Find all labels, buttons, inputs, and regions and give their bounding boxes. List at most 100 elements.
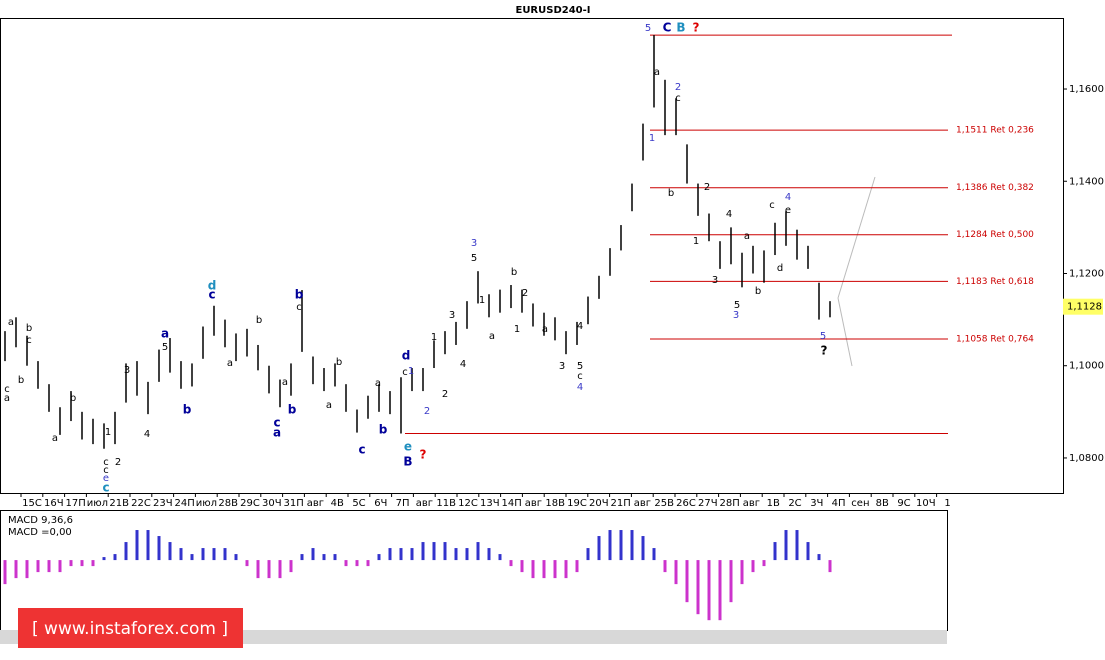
wave-label: b: [295, 288, 304, 302]
wave-label: b: [183, 403, 192, 417]
fib-label: 1,1183 Ret 0,618: [956, 277, 1034, 287]
x-tick-label: 14П: [501, 498, 521, 509]
wave-label: b: [256, 315, 262, 326]
wave-label: ?: [693, 21, 700, 35]
wave-label: e: [404, 440, 412, 454]
wave-label: a: [375, 378, 381, 389]
wave-label: a: [282, 377, 288, 388]
x-tick-label: 21П: [610, 498, 630, 509]
wave-label: c: [577, 371, 583, 382]
x-tick-label: авг: [743, 498, 760, 509]
wave-label: c: [675, 93, 681, 104]
y-tick-label: 1,1400: [1069, 176, 1104, 187]
wave-label: a: [4, 393, 10, 404]
wave-label: c: [402, 367, 408, 378]
fib-label: 1,1058 Ret 0,764: [956, 334, 1034, 344]
wave-label: C: [663, 21, 672, 35]
wave-label: a: [8, 317, 14, 328]
wave-label: b: [336, 357, 342, 368]
y-tick-label: 1,1600: [1069, 84, 1104, 95]
wave-label: d: [402, 349, 411, 363]
wave-label: e: [103, 473, 109, 484]
wave-label: 5: [471, 253, 477, 264]
wave-label: a: [273, 426, 281, 440]
wave-label: a: [654, 67, 660, 78]
wave-label: a: [227, 358, 233, 369]
x-tick-label: 3Ч: [810, 498, 823, 509]
wave-label: b: [18, 375, 24, 386]
x-tick-label: 20Ч: [589, 498, 609, 509]
x-tick-label: 5С: [352, 498, 365, 509]
wave-label: B: [676, 21, 685, 35]
wave-label: 3: [559, 361, 565, 372]
wave-label: c: [102, 481, 109, 495]
x-tick-label: 10Ч: [916, 498, 936, 509]
wave-label: b: [511, 267, 517, 278]
x-tick-label: 6Ч: [374, 498, 387, 509]
x-tick-label: авг: [416, 498, 433, 509]
trend-line: [837, 176, 876, 299]
x-tick-label: 1В: [767, 498, 780, 509]
wave-label: 1: [649, 133, 655, 144]
wave-label: 5: [645, 23, 651, 34]
x-tick-label: 13Ч: [480, 498, 500, 509]
wave-label: 2: [675, 82, 681, 93]
wave-label: 4: [460, 359, 466, 370]
x-tick-label: 29С: [240, 498, 260, 509]
x-tick-label: 19С: [567, 498, 587, 509]
wave-label: 5: [734, 300, 740, 311]
macd-value: MACD =0,00: [8, 527, 72, 538]
wave-label: c: [273, 416, 280, 430]
price-panel: [0, 18, 1064, 494]
wave-label: 1: [408, 366, 414, 377]
wave-label: 2: [115, 457, 121, 468]
wave-label: c: [358, 443, 365, 457]
y-tick-label: 1,1000: [1069, 361, 1104, 372]
wave-label: 5: [820, 331, 826, 342]
chart-title: EURUSD240-I: [515, 5, 590, 16]
wave-label: 2: [522, 288, 528, 299]
wave-label: 4: [785, 192, 791, 203]
wave-label: ?: [821, 344, 828, 358]
fib-label: 1,1511 Ret 0,236: [956, 126, 1034, 136]
x-tick-label: 8В: [876, 498, 889, 509]
fib-label: 1,1386 Ret 0,382: [956, 183, 1034, 193]
wave-label: c: [296, 302, 302, 313]
wave-label: c: [103, 465, 109, 476]
wave-label: b: [26, 323, 32, 334]
x-tick-label: 2С: [788, 498, 801, 509]
wave-label: 5: [577, 361, 583, 372]
x-tick-label: 30Ч: [262, 498, 282, 509]
watermark: [ www.instaforex.com ]: [32, 619, 228, 639]
wave-label: a: [161, 327, 169, 341]
macd-title: MACD 9,36,6: [8, 515, 73, 526]
wave-label: c: [208, 288, 215, 302]
x-tick-label: 12С: [458, 498, 478, 509]
x-tick-label: 17П: [65, 498, 85, 509]
wave-label: 2: [424, 406, 430, 417]
watermark-box: [18, 608, 243, 648]
wave-label: e: [785, 205, 791, 216]
x-tick-label: 21В: [109, 498, 129, 509]
x-tick-label: июл: [196, 498, 217, 509]
wave-label: 4: [144, 429, 150, 440]
wave-label: a: [542, 324, 548, 335]
wave-label: 3: [712, 275, 718, 286]
wave-label: c: [103, 457, 109, 468]
wave-label: b: [755, 286, 761, 297]
wave-label: a: [744, 231, 750, 242]
x-tick-label: 4П: [832, 498, 846, 509]
x-tick-label: 28П: [719, 498, 739, 509]
wave-label: a: [326, 400, 332, 411]
wave-label: a: [52, 433, 58, 444]
x-tick-label: 1: [944, 498, 950, 509]
x-tick-label: 9С: [897, 498, 910, 509]
wave-label: d: [777, 263, 783, 274]
wave-label: 4: [577, 321, 583, 332]
wave-label: 1: [105, 427, 111, 438]
x-tick-label: авг: [634, 498, 651, 509]
wave-label: 2: [442, 389, 448, 400]
wave-label: 3: [124, 365, 130, 376]
x-tick-label: 7П: [396, 498, 410, 509]
